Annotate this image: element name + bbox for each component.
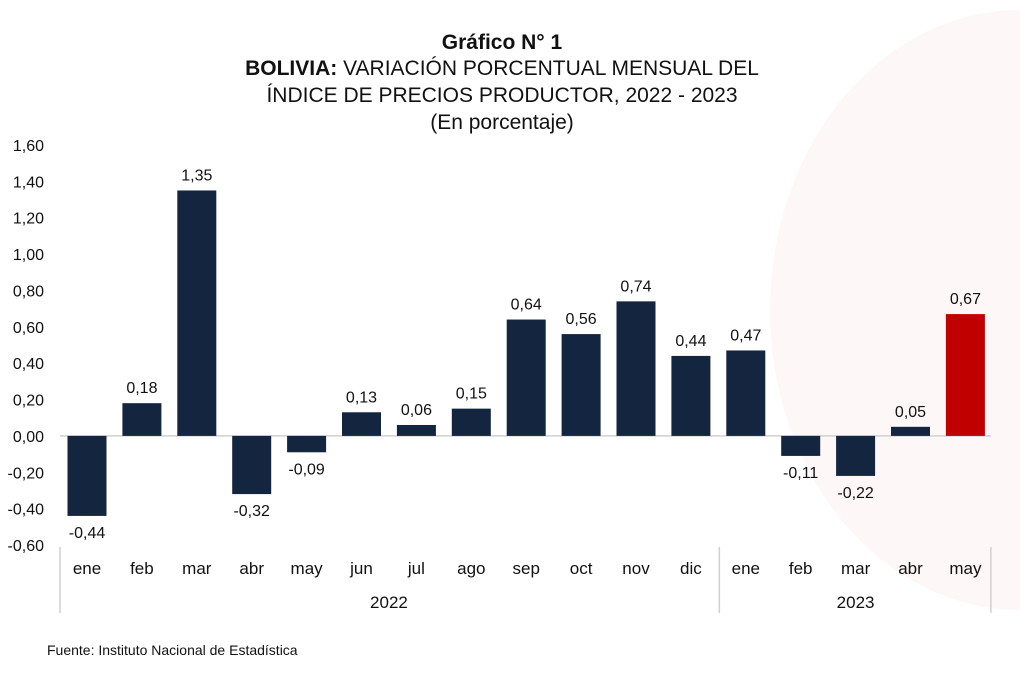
source-note: Fuente: Instituto Nacional de Estadístic… bbox=[47, 642, 298, 658]
bar bbox=[506, 319, 546, 436]
bar bbox=[122, 403, 162, 436]
x-tick-label: oct bbox=[570, 559, 593, 578]
y-tick-label: -0,20 bbox=[8, 465, 45, 482]
x-tick-label: sep bbox=[512, 559, 539, 578]
bar bbox=[451, 408, 491, 436]
bar bbox=[726, 350, 766, 436]
data-label: -0,11 bbox=[783, 465, 818, 482]
bar bbox=[67, 435, 107, 516]
bar bbox=[616, 301, 656, 436]
bar bbox=[945, 314, 985, 436]
title-text: VARIACIÓN PORCENTUAL MENSUAL DEL bbox=[343, 57, 759, 80]
data-label: -0,32 bbox=[233, 503, 270, 520]
data-label: 0,15 bbox=[456, 386, 487, 403]
bar bbox=[836, 435, 876, 476]
bar bbox=[177, 190, 217, 436]
x-tick-label: jul bbox=[407, 559, 425, 578]
y-tick-label: 0,00 bbox=[13, 429, 44, 446]
data-label: 0,18 bbox=[126, 380, 157, 397]
data-label: 0,64 bbox=[511, 297, 542, 314]
y-tick-label: -0,60 bbox=[8, 538, 45, 555]
y-tick-label: 0,40 bbox=[13, 356, 44, 373]
data-label: 1,35 bbox=[181, 167, 212, 184]
y-tick-label: 0,20 bbox=[13, 393, 44, 410]
x-tick-label: ene bbox=[732, 559, 760, 578]
y-tick-label: 0,60 bbox=[13, 320, 44, 337]
y-tick-label: 1,60 bbox=[13, 138, 44, 155]
chart-subtitle: (En porcentaje) bbox=[430, 111, 574, 134]
data-label: 0,74 bbox=[620, 278, 651, 295]
y-tick-label: -0,40 bbox=[8, 502, 45, 519]
x-tick-label: may bbox=[949, 559, 982, 578]
data-label: 0,05 bbox=[895, 404, 926, 421]
bar bbox=[342, 412, 381, 436]
bar bbox=[396, 425, 436, 436]
chart-title-line3: ÍNDICE DE PRECIOS PRODUCTOR, 2022 - 2023 bbox=[266, 84, 738, 107]
data-label: 0,13 bbox=[346, 389, 377, 406]
bar bbox=[232, 435, 272, 495]
bar bbox=[891, 426, 930, 436]
data-label: 0,47 bbox=[730, 327, 761, 344]
y-tick-label: 1,20 bbox=[13, 211, 44, 228]
data-label: 0,44 bbox=[675, 333, 706, 350]
y-tick-label: 1,40 bbox=[13, 174, 44, 191]
bar bbox=[781, 435, 821, 456]
bar bbox=[561, 334, 601, 436]
x-tick-label: dic bbox=[680, 559, 702, 578]
y-tick-label: 1,00 bbox=[13, 247, 44, 264]
group-label: 2022 bbox=[370, 593, 408, 612]
x-tick-label: ago bbox=[457, 559, 485, 578]
data-label: 0,06 bbox=[401, 402, 432, 419]
x-tick-label: nov bbox=[622, 559, 650, 578]
data-label: -0,22 bbox=[837, 485, 874, 502]
data-label: -0,44 bbox=[69, 525, 106, 542]
x-tick-label: abr bbox=[898, 559, 923, 578]
x-tick-label: mar bbox=[182, 559, 212, 578]
title-country: BOLIVIA: bbox=[245, 57, 338, 80]
data-label: 0,56 bbox=[566, 311, 597, 328]
x-tick-label: may bbox=[291, 559, 324, 578]
x-tick-label: jun bbox=[349, 559, 373, 578]
chart-title: Gráfico N° 1 bbox=[441, 31, 563, 54]
data-label: 0,67 bbox=[950, 291, 981, 308]
x-tick-label: feb bbox=[789, 559, 813, 578]
x-tick-label: mar bbox=[841, 559, 871, 578]
x-tick-label: feb bbox=[130, 559, 154, 578]
x-tick-label: abr bbox=[239, 559, 264, 578]
data-label: -0,09 bbox=[288, 461, 325, 478]
bar bbox=[287, 435, 327, 453]
chart-title-line2: BOLIVIA: VARIACIÓN PORCENTUAL MENSUAL DE… bbox=[0, 56, 1004, 82]
group-label: 2023 bbox=[837, 593, 875, 612]
bar bbox=[671, 355, 711, 436]
y-tick-label: 0,80 bbox=[13, 283, 44, 300]
x-tick-label: ene bbox=[73, 559, 101, 578]
